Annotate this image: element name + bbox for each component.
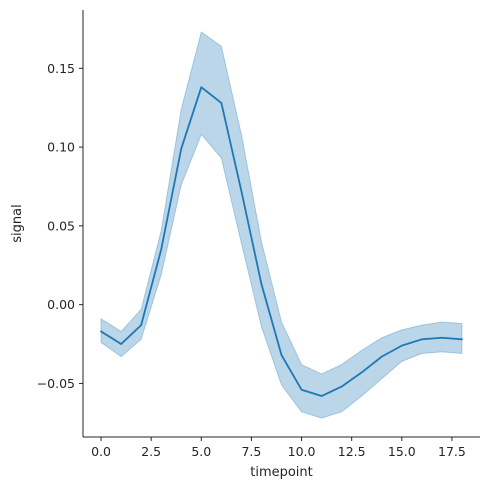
- confidence-band: [100, 31, 463, 419]
- data-point: [241, 190, 243, 192]
- x-tick-label: 17.5: [438, 444, 466, 459]
- data-point: [120, 343, 122, 345]
- x-axis-ticks: 0.0 2.5 5.0 7.5 10.0 12.5 15.0 17.5: [91, 437, 466, 459]
- data-point: [261, 283, 263, 285]
- plot-area: [100, 31, 463, 419]
- x-tick-label: 12.5: [338, 444, 366, 459]
- data-point: [221, 102, 223, 104]
- data-point: [140, 324, 142, 326]
- data-point: [180, 148, 182, 150]
- y-axis-ticks: −0.05 0.00 0.05 0.10 0.15: [37, 61, 83, 391]
- series-line: [100, 86, 463, 397]
- data-point: [421, 339, 423, 341]
- data-point: [321, 395, 323, 397]
- data-point: [201, 86, 203, 88]
- y-tick-label: 0.00: [47, 297, 75, 312]
- data-point: [441, 337, 443, 339]
- x-tick-label: 10.0: [288, 444, 316, 459]
- y-tick-label: 0.05: [47, 218, 75, 233]
- x-tick-label: 2.5: [141, 444, 161, 459]
- x-tick-label: 0.0: [91, 444, 111, 459]
- data-point: [401, 345, 403, 347]
- data-point: [461, 339, 463, 341]
- y-tick-label: −0.05: [37, 376, 75, 391]
- data-point: [361, 372, 363, 374]
- data-point: [160, 249, 162, 251]
- y-tick-label: 0.15: [47, 61, 75, 76]
- x-tick-label: 7.5: [241, 444, 261, 459]
- data-point: [301, 389, 303, 391]
- y-axis-label: signal: [10, 204, 25, 242]
- data-point: [381, 356, 383, 358]
- y-tick-label: 0.10: [47, 140, 75, 155]
- data-point: [281, 354, 283, 356]
- x-tick-label: 15.0: [388, 444, 416, 459]
- data-point: [341, 386, 343, 388]
- data-point: [100, 331, 102, 333]
- x-axis-label: timepoint: [250, 465, 313, 480]
- x-tick-label: 5.0: [191, 444, 211, 459]
